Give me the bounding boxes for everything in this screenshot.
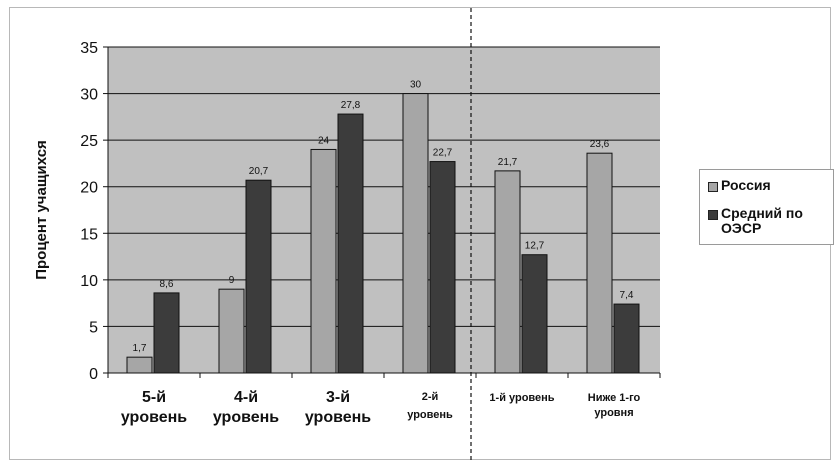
plot-area xyxy=(108,47,660,373)
bar-oecd xyxy=(521,254,548,374)
x-category-label: 4-й xyxy=(234,389,258,406)
y-tick-label: 35 xyxy=(80,40,98,57)
data-label: 23,6 xyxy=(590,139,610,150)
x-category-label: 1-й уровень xyxy=(489,392,554,404)
bar-russia xyxy=(218,288,245,374)
x-category-label: 3-й xyxy=(326,389,350,406)
bar-russia xyxy=(402,93,429,374)
x-category-label: Ниже 1-го xyxy=(588,392,641,404)
labels: 0 5 10 15 20 25 30 35 1,7 9 24 30 21,7 23,6 8,6 20,7 27,… xyxy=(80,40,640,426)
x-category-label: уровень xyxy=(213,409,279,426)
data-label: 20,7 xyxy=(249,166,269,177)
bar-oecd xyxy=(429,161,456,374)
legend-label-russia: Россия xyxy=(721,177,771,193)
x-category-label: уровень xyxy=(305,409,371,426)
x-category-label: 2-й xyxy=(422,391,439,403)
bar-russia xyxy=(494,170,521,374)
y-tick-label: 20 xyxy=(80,180,98,197)
bar-oecd xyxy=(337,113,364,374)
data-label: 12,7 xyxy=(525,241,545,252)
gridlines xyxy=(108,46,660,327)
bar-russia xyxy=(126,356,153,374)
data-label: 30 xyxy=(410,80,422,91)
bar-oecd xyxy=(613,303,640,374)
data-label: 1,7 xyxy=(133,343,147,354)
legend-label-oecd: Средний по ОЭСР xyxy=(721,205,803,236)
y-axis-title: Процент учащихся xyxy=(33,140,50,280)
bar-oecd xyxy=(153,292,180,374)
axes xyxy=(103,8,661,462)
bar-oecd xyxy=(245,179,272,374)
x-category-label: 5-й xyxy=(142,389,166,406)
data-label: 21,7 xyxy=(498,157,518,168)
data-label: 24 xyxy=(318,135,330,146)
bar-russia xyxy=(586,152,613,374)
y-tick-label: 30 xyxy=(80,87,98,104)
y-tick-label: 5 xyxy=(89,319,98,336)
legend-swatch-russia xyxy=(708,182,718,192)
data-label: 9 xyxy=(229,275,235,286)
legend-swatch-oecd xyxy=(708,210,718,220)
bar-russia xyxy=(310,148,337,374)
data-label: 7,4 xyxy=(620,290,634,301)
y-tick-label: 25 xyxy=(80,133,98,150)
data-label: 27,8 xyxy=(341,100,361,111)
y-tick-label: 0 xyxy=(89,366,98,383)
data-label: 8,6 xyxy=(160,279,174,290)
data-label: 22,7 xyxy=(433,148,453,159)
legend-item-russia: Россия xyxy=(708,178,837,193)
y-tick-label: 15 xyxy=(80,226,98,243)
legend: Россия Средний по ОЭСР xyxy=(699,169,834,245)
x-category-label: уровень xyxy=(407,409,453,421)
x-category-label: уровня xyxy=(594,407,633,419)
x-category-label: уровень xyxy=(121,409,187,426)
y-tick-label: 10 xyxy=(80,273,98,290)
legend-item-oecd: Средний по ОЭСР xyxy=(708,206,837,236)
